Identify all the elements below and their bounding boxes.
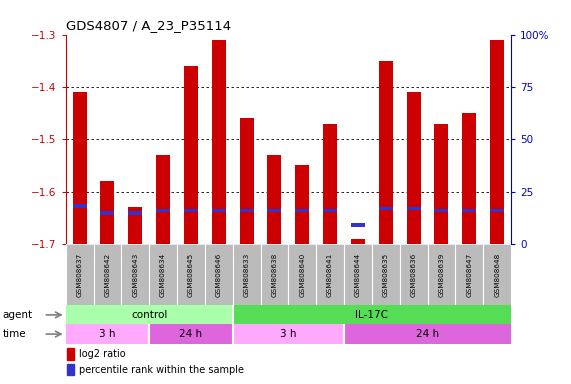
Bar	[463, 209, 476, 212]
Bar	[66, 305, 233, 324]
Bar	[379, 207, 393, 210]
Bar	[212, 40, 226, 244]
Bar	[67, 364, 74, 375]
Text: GSM808633: GSM808633	[244, 252, 250, 297]
Bar	[490, 209, 504, 212]
Bar	[295, 166, 309, 244]
Bar	[73, 92, 87, 244]
Text: GSM808635: GSM808635	[383, 252, 389, 297]
Text: GSM808641: GSM808641	[327, 252, 333, 297]
Bar	[351, 223, 365, 227]
Text: agent: agent	[3, 310, 33, 320]
Bar	[267, 155, 282, 244]
Bar	[267, 209, 282, 212]
Text: GSM808636: GSM808636	[411, 252, 417, 297]
Text: control: control	[131, 310, 167, 320]
Bar	[100, 181, 114, 244]
Bar	[463, 113, 476, 244]
Bar	[67, 349, 74, 360]
Bar	[323, 124, 337, 244]
Bar	[407, 92, 421, 244]
Bar	[156, 155, 170, 244]
Bar	[379, 61, 393, 244]
Bar	[323, 209, 337, 212]
Text: GSM808634: GSM808634	[160, 252, 166, 297]
Text: GDS4807 / A_23_P35114: GDS4807 / A_23_P35114	[66, 19, 231, 32]
Text: GSM808637: GSM808637	[77, 252, 83, 297]
Text: percentile rank within the sample: percentile rank within the sample	[79, 364, 244, 374]
Text: 24 h: 24 h	[416, 329, 439, 339]
Bar	[128, 211, 142, 215]
Bar	[344, 324, 511, 344]
Bar	[149, 324, 233, 344]
Bar	[184, 66, 198, 244]
Bar	[295, 209, 309, 212]
Text: log2 ratio: log2 ratio	[79, 349, 126, 359]
Bar	[212, 209, 226, 212]
Bar	[233, 324, 344, 344]
Bar	[233, 305, 511, 324]
Bar	[66, 324, 149, 344]
Text: GSM808646: GSM808646	[216, 252, 222, 297]
Text: GSM808644: GSM808644	[355, 252, 361, 297]
Bar	[240, 209, 254, 212]
Bar	[128, 207, 142, 244]
Bar	[351, 238, 365, 244]
Bar	[240, 118, 254, 244]
Text: GSM808638: GSM808638	[271, 252, 278, 297]
Bar	[100, 211, 114, 215]
Bar	[490, 40, 504, 244]
Bar	[73, 205, 87, 208]
Text: time: time	[3, 329, 26, 339]
Text: 3 h: 3 h	[99, 329, 116, 339]
Text: GSM808647: GSM808647	[467, 252, 472, 297]
Text: GSM808648: GSM808648	[494, 252, 500, 297]
Text: GSM808643: GSM808643	[132, 252, 138, 297]
Text: GSM808640: GSM808640	[299, 252, 305, 297]
Text: 3 h: 3 h	[280, 329, 296, 339]
Text: GSM808645: GSM808645	[188, 252, 194, 297]
Bar	[407, 207, 421, 210]
Text: GSM808642: GSM808642	[104, 252, 110, 297]
Bar	[435, 209, 448, 212]
Bar	[156, 209, 170, 212]
Bar	[184, 209, 198, 212]
Text: IL-17C: IL-17C	[355, 310, 388, 320]
Text: 24 h: 24 h	[179, 329, 203, 339]
Bar	[435, 124, 448, 244]
Text: GSM808639: GSM808639	[439, 252, 444, 297]
